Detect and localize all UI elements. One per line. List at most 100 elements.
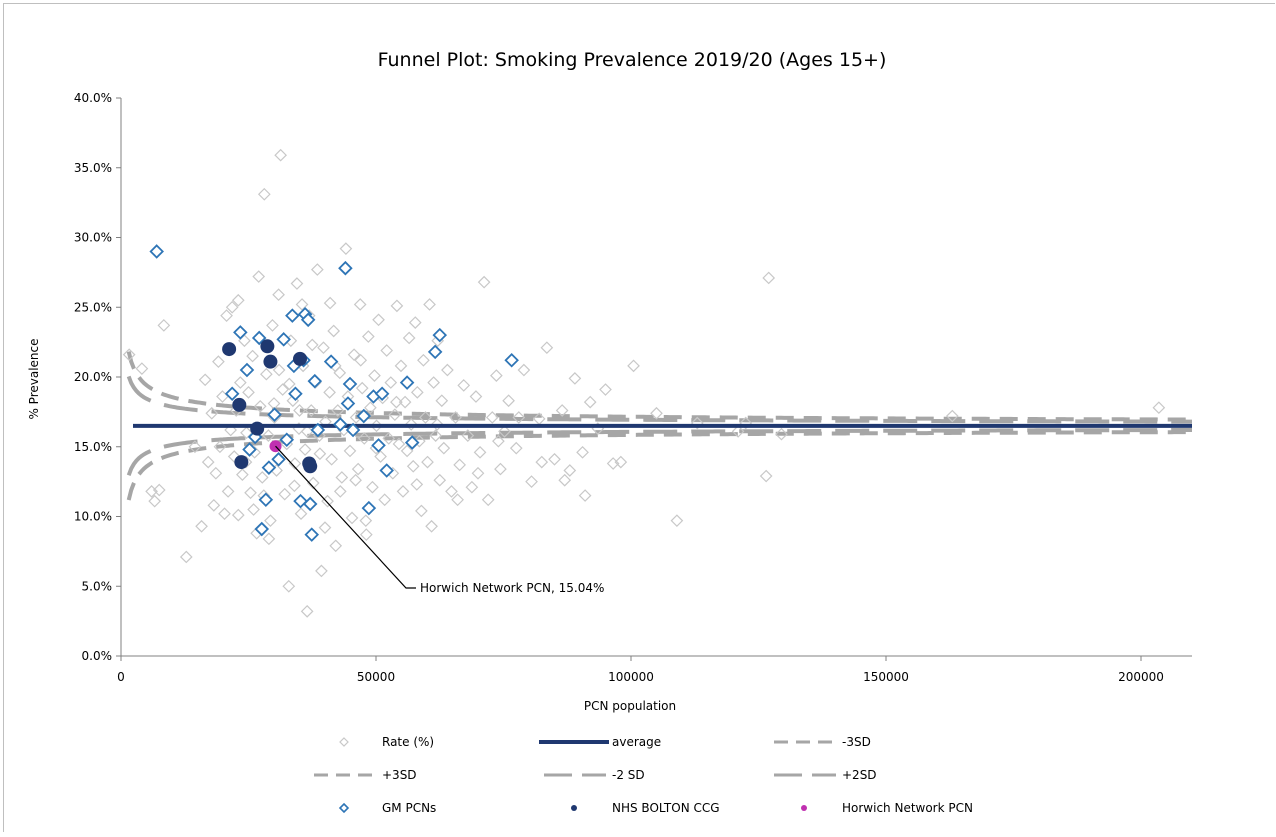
rate-point — [351, 462, 365, 476]
rate-point — [333, 366, 347, 380]
rate-point — [253, 399, 267, 413]
rate-point — [288, 479, 301, 493]
rate-point — [410, 385, 424, 399]
rate-point — [517, 363, 531, 377]
rate-point — [362, 330, 375, 343]
legend-label: Horwich Network PCN — [842, 801, 973, 815]
rate-point — [276, 383, 290, 396]
rate-point — [372, 313, 385, 327]
plot-area: 0.0% 5.0% 10.0% 15.0% 20.0% 25.0% 30.0% 35.0% 40… — [74, 91, 1192, 684]
rate-point — [394, 359, 408, 373]
plus-3sd-curve — [126, 351, 1192, 422]
legend-item: -2 SD — [544, 768, 645, 782]
gm-pcn-point — [302, 496, 318, 512]
rate-point — [278, 487, 292, 501]
rate-point — [201, 455, 215, 469]
rate-point — [498, 425, 511, 438]
rate-point — [315, 564, 328, 578]
chart-title: Funnel Plot: Smoking Prevalence 2019/20 … — [378, 49, 887, 71]
y-tick-label: 40.0% — [74, 91, 112, 105]
rate-point — [502, 394, 515, 408]
rate-point — [295, 298, 309, 311]
rate-point — [282, 377, 296, 391]
rate-point — [430, 418, 444, 431]
rate-point — [445, 485, 458, 498]
rate-point — [339, 242, 353, 256]
rate-point — [220, 309, 233, 322]
rate-point — [353, 298, 367, 311]
rate-point — [236, 468, 249, 481]
rate-point — [775, 427, 788, 441]
rate-point — [359, 528, 373, 541]
y-axis-label: % Prevalence — [27, 338, 41, 419]
rate-point — [304, 404, 318, 417]
legend-item: +3SD — [314, 768, 417, 782]
rate-point — [419, 411, 432, 424]
rate-point — [408, 316, 422, 329]
rate-point — [415, 504, 428, 518]
minus-2sd-curve — [126, 428, 1192, 477]
rate-point — [262, 429, 275, 442]
rate-point — [606, 457, 620, 470]
legend: Rate (%) average -3SD +3SD -2 SD +2SD GM PCNs N… — [314, 735, 973, 815]
gm-pcn-point — [379, 463, 394, 478]
y-tick-label: 10.0% — [74, 510, 112, 524]
y-tick-label: 25.0% — [74, 300, 112, 314]
rate-point — [323, 296, 337, 310]
rate-point — [945, 409, 959, 423]
rate-point — [509, 441, 523, 455]
bolton-ccg-point — [303, 459, 318, 474]
gm-pcn-point — [307, 373, 323, 389]
gm-pcn-point — [276, 332, 291, 347]
rate-point — [739, 416, 753, 430]
rate-point — [313, 447, 327, 461]
legend-item: average — [539, 735, 661, 749]
rate-point — [1152, 401, 1166, 415]
x-tick-label: 150000 — [863, 670, 909, 684]
rate-point — [224, 423, 237, 437]
rate-point — [494, 462, 507, 476]
rate-point — [274, 148, 287, 162]
rate-point — [437, 441, 451, 455]
bolton-ccg-point — [232, 397, 247, 412]
rate-point — [195, 519, 208, 533]
rate-point — [540, 341, 554, 355]
rate-point — [207, 498, 221, 512]
rate-point — [690, 416, 704, 430]
rate-point — [266, 319, 279, 332]
rate-point — [349, 473, 362, 487]
legend-item: GM PCNs — [338, 801, 436, 815]
rate-point — [213, 440, 227, 454]
x-tick-label: 200000 — [1118, 670, 1164, 684]
rate-point — [240, 426, 253, 440]
rate-point — [400, 444, 414, 458]
y-tick-label: 30.0% — [74, 231, 112, 245]
rate-point — [364, 401, 377, 415]
gm-pcn-point — [356, 408, 372, 424]
rate-point — [433, 473, 447, 487]
rate-point — [457, 379, 471, 392]
rate-point — [260, 367, 273, 381]
funnel-plot-chart: Funnel Plot: Smoking Prevalence 2019/20 … — [27, 49, 1192, 815]
gm-pcn-point — [258, 492, 274, 508]
rate-point — [465, 480, 479, 494]
legend-label: +2SD — [842, 768, 877, 782]
chart-frame: Funnel Plot: Smoking Prevalence 2019/20 … — [3, 3, 1275, 832]
rate-point — [421, 455, 434, 469]
rate-point — [318, 521, 332, 535]
rate-point — [218, 507, 231, 521]
x-axis-label: PCN population — [584, 699, 676, 713]
rate-point — [122, 348, 136, 362]
rate-point — [221, 485, 235, 498]
rate-point — [145, 485, 158, 498]
rate-point — [614, 455, 628, 469]
legend-label: average — [612, 735, 661, 749]
rate-point — [135, 362, 149, 375]
rate-point — [473, 445, 487, 459]
x-tick-label: 0 — [117, 670, 125, 684]
rate-point — [264, 514, 277, 528]
legend-item: Rate (%) — [339, 735, 434, 749]
gm-pcn-point — [432, 327, 448, 343]
rate-point — [525, 475, 538, 488]
rate-point — [233, 376, 247, 389]
